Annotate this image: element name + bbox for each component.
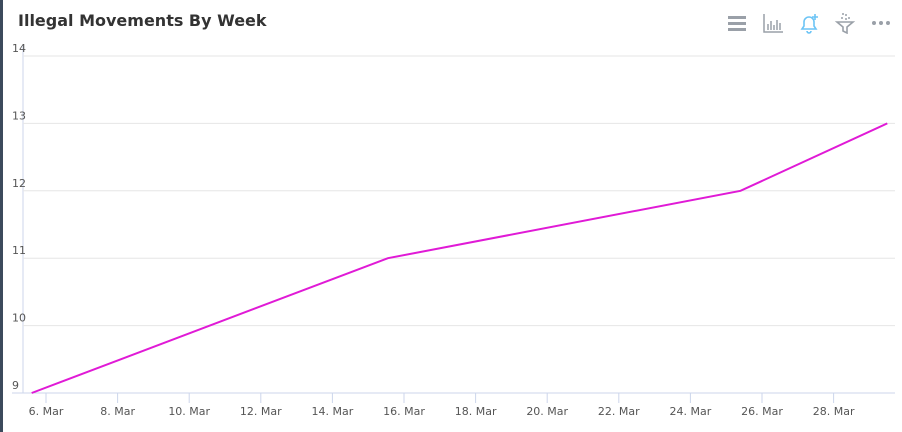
y-tick-label: 12: [12, 177, 26, 190]
x-tick-label: 28. Mar: [813, 405, 855, 418]
x-tick-label: 20. Mar: [526, 405, 568, 418]
x-tick-label: 26. Mar: [741, 405, 783, 418]
y-tick-label: 14: [12, 42, 26, 55]
x-tick-label: 24. Mar: [670, 405, 712, 418]
y-tick-label: 13: [12, 109, 26, 122]
x-tick-label: 8. Mar: [100, 405, 135, 418]
y-tick-label: 11: [12, 244, 26, 257]
x-tick-label: 10. Mar: [168, 405, 210, 418]
bell-plus-icon[interactable]: [798, 12, 820, 34]
y-tick-label: 10: [12, 312, 26, 325]
x-tick-label: 16. Mar: [383, 405, 425, 418]
more-icon[interactable]: [870, 12, 892, 34]
x-tick-label: 6. Mar: [29, 405, 64, 418]
filter-icon[interactable]: [834, 12, 856, 35]
toolbar: [726, 12, 892, 35]
x-tick-label: 22. Mar: [598, 405, 640, 418]
bar-chart-icon[interactable]: [762, 12, 784, 34]
series-line: [31, 122, 888, 394]
chart-title: Illegal Movements By Week: [18, 11, 267, 30]
panel-edge: [0, 0, 3, 432]
x-tick-label: 12. Mar: [240, 405, 282, 418]
menu-icon[interactable]: [726, 12, 748, 34]
y-tick-label: 9: [12, 379, 19, 392]
x-tick-label: 14. Mar: [312, 405, 354, 418]
x-tick-label: 18. Mar: [455, 405, 497, 418]
